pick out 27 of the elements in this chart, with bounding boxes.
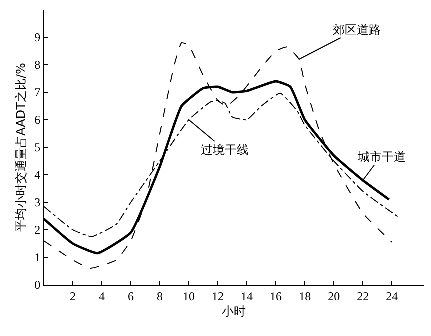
y-tick-label: 2 — [34, 223, 41, 238]
x-tick-label: 10 — [183, 289, 196, 304]
x-tick-label: 8 — [157, 289, 164, 304]
legend-label: 过境干线 — [201, 143, 249, 157]
y-tick-label: 1 — [34, 250, 41, 265]
x-tick-label: 6 — [128, 289, 134, 304]
y-tick-label: 4 — [34, 168, 41, 182]
y-tick-label: 8 — [34, 58, 41, 72]
x-tick-label: 12 — [212, 289, 224, 304]
y-tick-label: 7 — [34, 86, 41, 100]
x-axis-title: 小时 — [222, 304, 246, 318]
x-tick-label: 16 — [270, 289, 282, 304]
y-tick-label: 0 — [34, 278, 41, 292]
x-tick-label: 18 — [299, 289, 312, 304]
x-tick-label: 24 — [386, 289, 398, 304]
x-tick-label: 20 — [328, 289, 340, 304]
x-tick-label: 14 — [241, 289, 254, 304]
x-tick-label: 22 — [357, 289, 370, 304]
series-label: 城市干道 — [357, 150, 406, 164]
y-tick-label: 3 — [34, 196, 41, 210]
y-tick-label: 9 — [34, 30, 41, 45]
x-tick-label: 2 — [70, 289, 76, 304]
y-tick-label: 5 — [34, 140, 41, 155]
y-tick-label: 6 — [34, 113, 41, 128]
y-axis-title: 平均小时交通量占AADT之比/% — [14, 63, 28, 232]
text: 郊区道路 — [333, 23, 381, 37]
x-tick-label: 4 — [99, 289, 106, 304]
